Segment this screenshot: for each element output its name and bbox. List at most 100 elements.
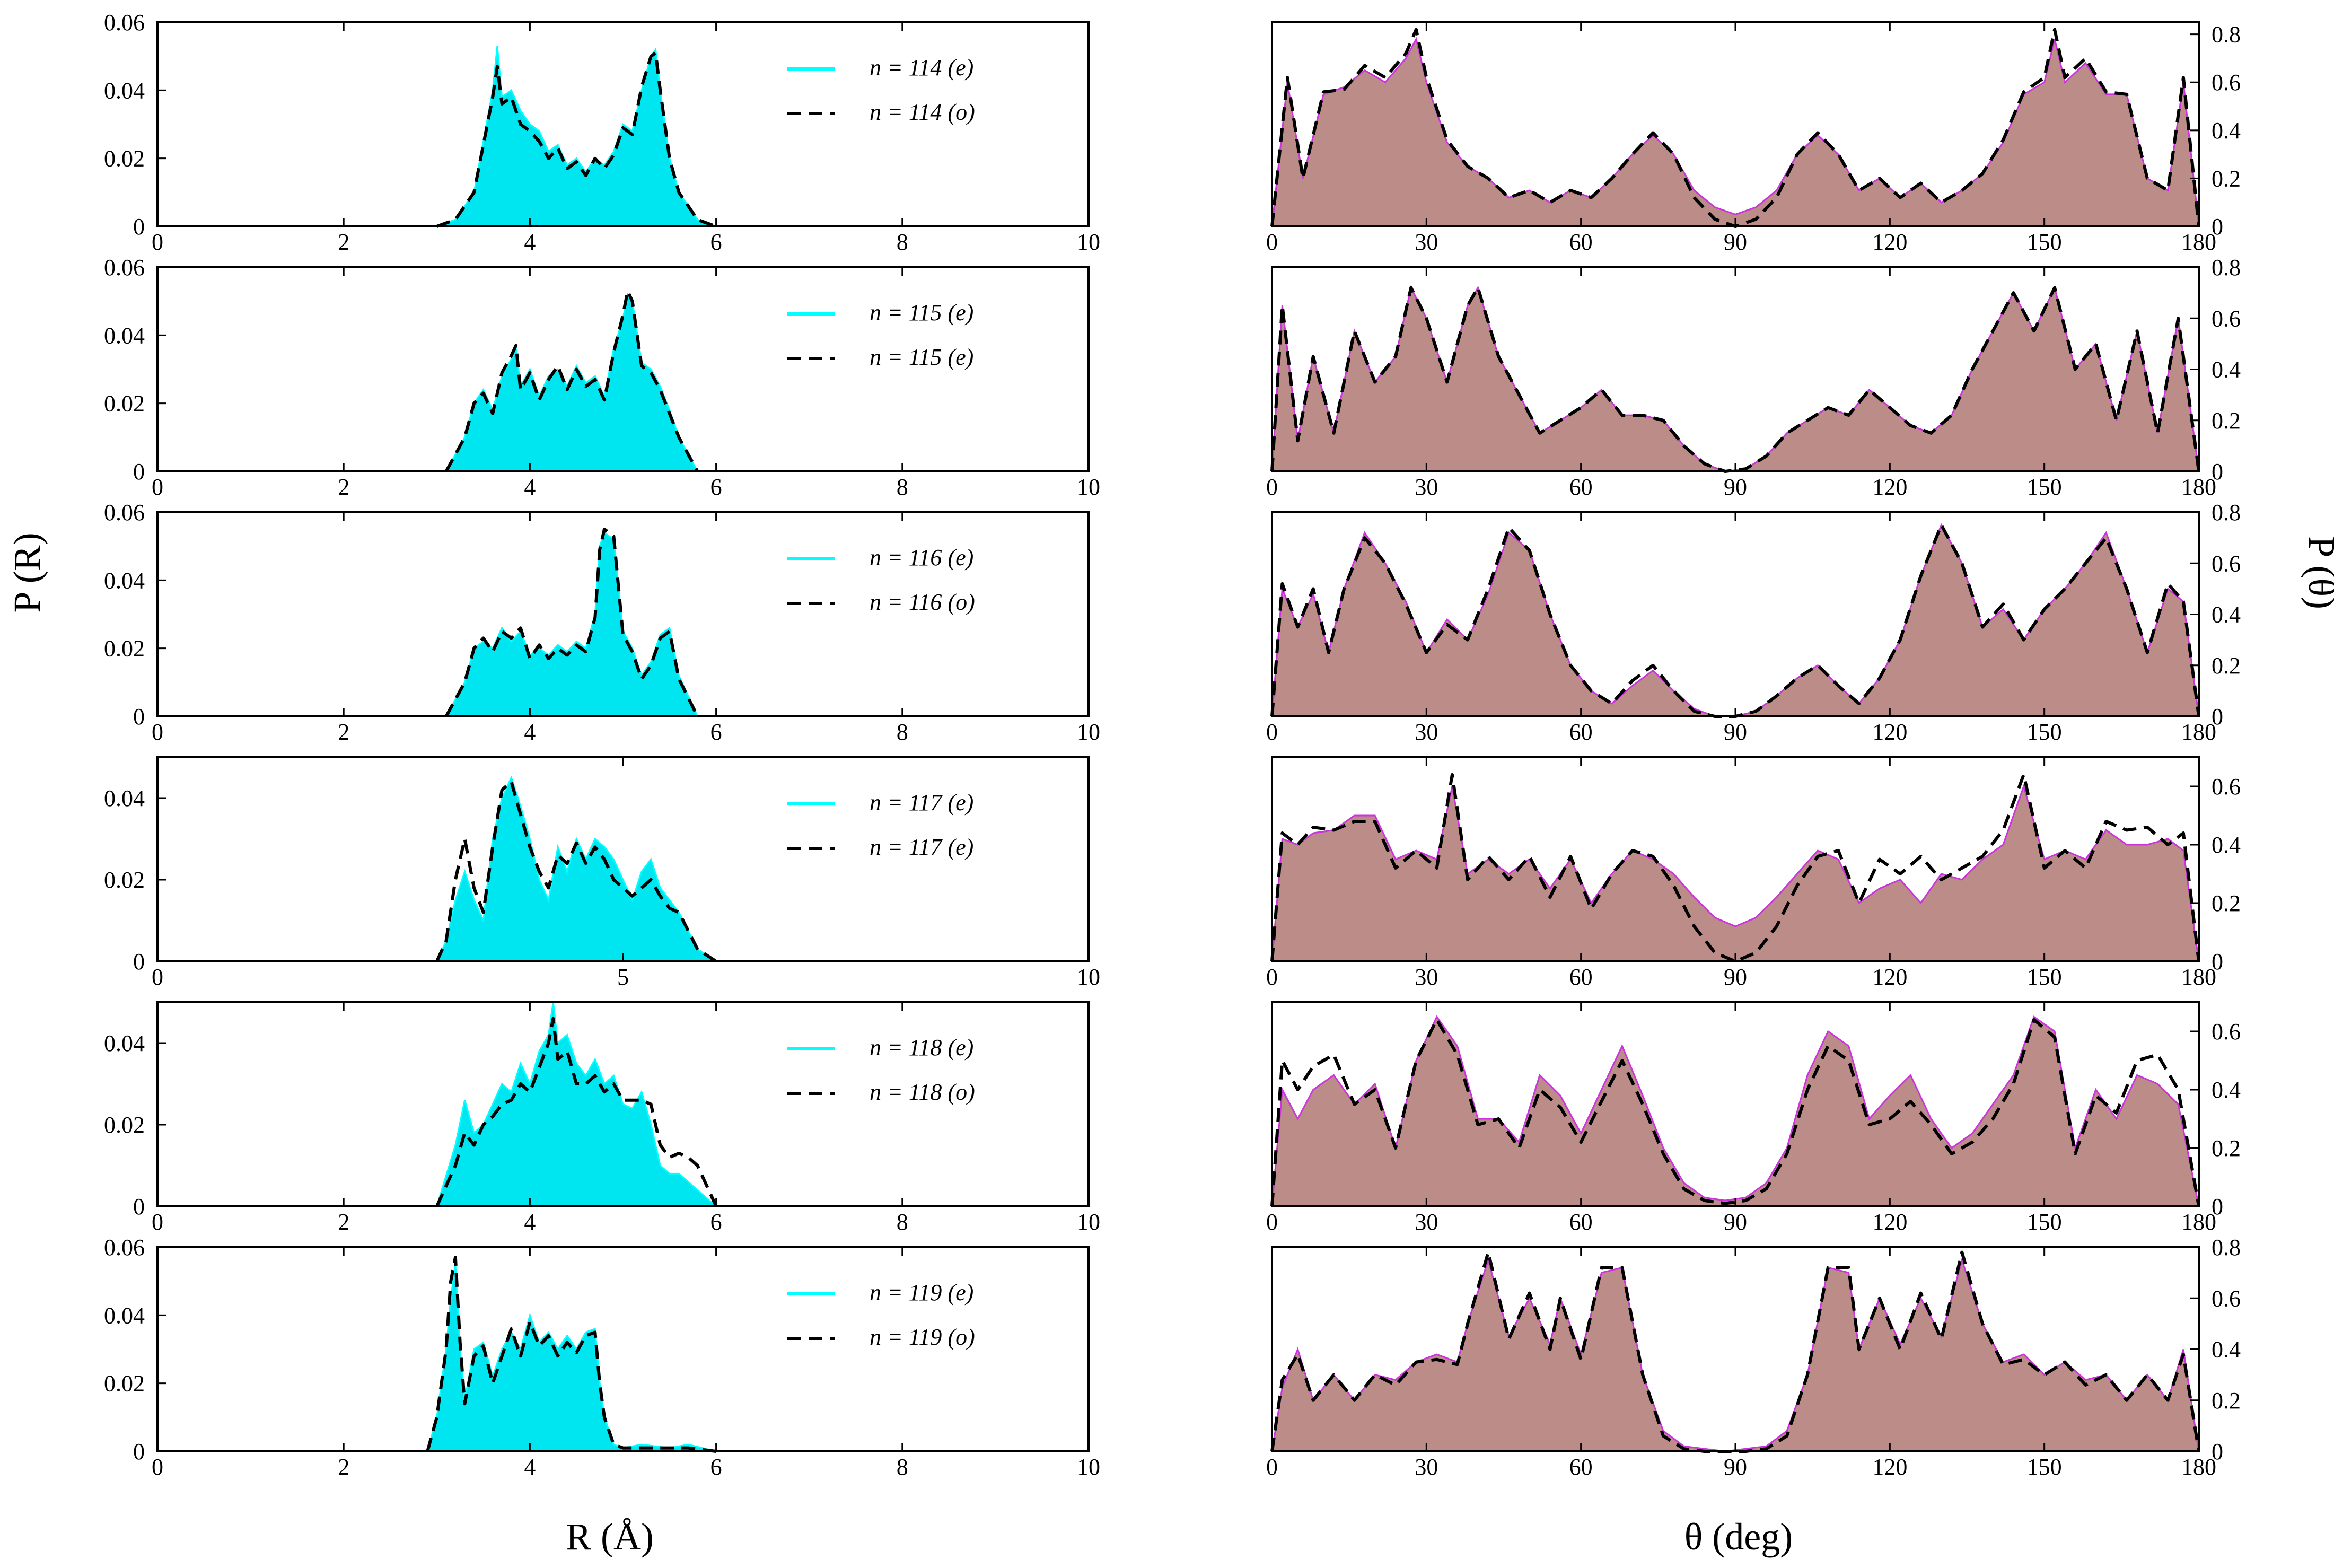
left-panel-6-y-tick-label: 0.02: [104, 1371, 145, 1397]
left-panel-2: 0 2 4 6 8 10 0 0.02 0.04 0.06 n = 115 (e) n = 115 (…: [104, 255, 1100, 500]
left-panel-6-y-tick-label: 0: [133, 1439, 145, 1465]
left-panel-4-fill-series: [436, 777, 716, 961]
right-panel-2-y-tick-label: 0.6: [2212, 305, 2241, 331]
right-panel-3-y-tick-label: 0.8: [2212, 500, 2241, 525]
left-panel-6-x-tick-label: 6: [710, 1454, 722, 1480]
right-panel-2-fill-series: [1272, 287, 2199, 471]
left-panel-1-y-tick-label: 0.02: [104, 146, 145, 172]
left-panel-1-y-tick-label: 0.04: [104, 77, 145, 103]
right-panel-1-x-tick-label: 150: [2027, 229, 2062, 255]
right-panel-4-y-tick-label: 0.4: [2212, 832, 2241, 858]
right-panel-2-x-tick-label: 0: [1266, 474, 1278, 500]
left-panel-5-legend-label: n = 118 (e): [870, 1035, 973, 1061]
right-panel-6-x-tick-label: 60: [1569, 1454, 1593, 1480]
left-panel-6-legend-label: n = 119 (e): [870, 1280, 973, 1306]
left-panel-6-legend-label: n = 119 (o): [870, 1324, 975, 1350]
left-panel-2-x-tick-label: 0: [152, 474, 163, 500]
left-panel-2-y-tick-label: 0.02: [104, 391, 145, 417]
left-panel-5-legend-label: n = 118 (o): [870, 1079, 975, 1105]
left-panel-2-dashed-series: [444, 289, 699, 472]
right-panel-5-y-tick-label: 0.4: [2212, 1077, 2241, 1103]
left-panel-5-y-tick-label: 0.02: [104, 1112, 145, 1138]
right-panel-6-y-tick-label: 0: [2212, 1439, 2223, 1465]
left-panel-1-legend-label: n = 114 (o): [870, 99, 975, 125]
right-panel-6-x-tick-label: 150: [2027, 1454, 2062, 1480]
left-panel-4-fill-edge: [436, 775, 717, 962]
left-panel-3-fill-series: [446, 532, 698, 716]
right-panel-5-y-tick-label: 0.2: [2212, 1135, 2241, 1161]
right-panel-3-y-tick-label: 0.4: [2212, 602, 2241, 628]
right-panel-1-x-tick-label: 120: [1872, 229, 1907, 255]
right-panel-1-y-tick-label: 0: [2212, 214, 2223, 240]
left-panel-6-y-tick-label: 0.04: [104, 1302, 145, 1328]
left-panel-1-dashed-series: [436, 51, 717, 228]
left-panel-3-y-tick-label: 0.04: [104, 567, 145, 593]
right-panel-5-y-tick-label: 0: [2212, 1194, 2223, 1220]
left-panel-2-x-tick-label: 6: [710, 474, 722, 500]
right-panel-4-x-tick-label: 0: [1266, 964, 1278, 990]
right-panel-5-x-tick-label: 150: [2027, 1209, 2062, 1235]
left-panel-4-y-tick-label: 0: [133, 949, 145, 975]
right-panel-1-fill-edge: [1271, 37, 2200, 227]
left-panel-3-y-tick-label: 0: [133, 704, 145, 730]
left-panel-5-x-tick-label: 6: [710, 1209, 722, 1235]
right-panel-2-x-tick-label: 180: [2181, 474, 2216, 500]
right-panel-4-dashed-series: [1270, 773, 2200, 963]
right-panel-4-x-tick-label: 60: [1569, 964, 1593, 990]
right-panel-2-x-tick-label: 150: [2027, 474, 2062, 500]
right-panel-3-x-tick-label: 0: [1266, 719, 1278, 745]
left-panel-2-x-tick-label: 2: [338, 474, 349, 500]
right-panel-4-x-tick-label: 30: [1415, 964, 1438, 990]
left-panel-2-x-tick-label: 8: [897, 474, 908, 500]
left-panel-3-legend-label: n = 116 (o): [870, 589, 975, 615]
right-panel-6-y-tick-label: 0.2: [2212, 1388, 2241, 1414]
right-panel-5-dashed-series: [1270, 1018, 2200, 1207]
left-panel-1-legend-label: n = 114 (e): [870, 55, 973, 81]
left-panel-6-fill-series: [427, 1264, 716, 1451]
left-panel-3-x-tick-label: 10: [1077, 719, 1100, 745]
left-panel-3-x-tick-label: 0: [152, 719, 163, 745]
right-panel-2-x-tick-label: 60: [1569, 474, 1593, 500]
left-panel-5-x-tick-label: 4: [524, 1209, 536, 1235]
left-panel-3-frame: [156, 511, 1090, 717]
left-panel-4-x-tick-label: 10: [1077, 964, 1100, 990]
right-y-axis-title: P (θ): [2301, 536, 2334, 609]
left-x-axis-title: R (Å): [566, 1516, 654, 1558]
left-panel-1-x-tick-label: 2: [338, 229, 349, 255]
right-panel-1-x-tick-label: 90: [1724, 229, 1747, 255]
left-panel-5-x-tick-label: 8: [897, 1209, 908, 1235]
right-panel-3-y-tick-label: 0: [2212, 704, 2223, 730]
left-panel-2-frame: [156, 266, 1090, 472]
left-panel-5: 0 2 4 6 8 10 0 0.02 0.04 n = 118 (e) n = 118 (o): [104, 1001, 1100, 1235]
left-panel-6-frame: [156, 1246, 1090, 1452]
right-panel-6-x-tick-label: 90: [1724, 1454, 1747, 1480]
right-panel-5-x-tick-label: 180: [2181, 1209, 2216, 1235]
left-panel-6-x-tick-label: 8: [897, 1454, 908, 1480]
right-panel-4-x-tick-label: 180: [2181, 964, 2216, 990]
left-panel-4-legend-label: n = 117 (e): [870, 790, 973, 816]
left-panel-2-y-tick-label: 0.06: [104, 255, 145, 281]
right-panel-3-x-tick-label: 90: [1724, 719, 1747, 745]
right-panel-5-x-tick-label: 0: [1266, 1209, 1278, 1235]
right-panel-5-x-tick-label: 90: [1724, 1209, 1747, 1235]
right-panel-1-x-tick-label: 0: [1266, 229, 1278, 255]
right-panel-3-x-tick-label: 60: [1569, 719, 1593, 745]
left-panel-3-y-tick-label: 0.06: [104, 500, 145, 525]
right-panel-5-x-tick-label: 120: [1872, 1209, 1907, 1235]
right-panel-2-dashed-series: [1270, 286, 2200, 473]
left-panel-1-x-tick-label: 8: [897, 229, 908, 255]
right-panel-2-x-tick-label: 90: [1724, 474, 1747, 500]
right-panel-4-x-tick-label: 90: [1724, 964, 1747, 990]
left-panel-4-legend-label: n = 117 (e): [870, 834, 973, 860]
right-panel-2-y-tick-label: 0.8: [2212, 255, 2241, 281]
left-panel-1: 0 2 4 6 8 10 0 0.02 0.04 0.06 n = 114 (e) n = 114 (…: [104, 10, 1100, 255]
right-panel-3-dashed-series: [1270, 523, 2200, 718]
right-panel-2-y-tick-label: 0: [2212, 459, 2223, 485]
right-panel-3-x-tick-label: 120: [1872, 719, 1907, 745]
left-panel-2-x-tick-label: 10: [1077, 474, 1100, 500]
